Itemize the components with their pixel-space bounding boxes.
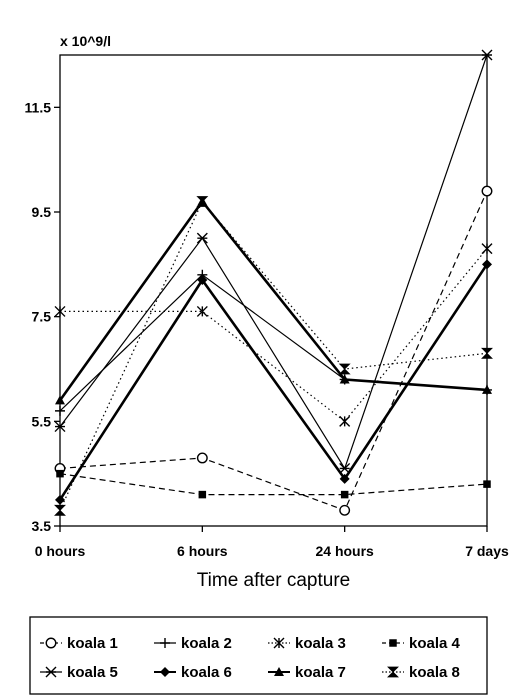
- series-line: [60, 248, 488, 422]
- legend-marker: [387, 666, 399, 678]
- legend-marker: [389, 639, 397, 647]
- x-tick-label: 24 hours: [315, 543, 374, 559]
- legend-label: koala 6: [181, 664, 232, 681]
- series-koala-1: [54, 185, 493, 516]
- data-point: [338, 363, 351, 375]
- legend-label: koala 5: [67, 664, 118, 681]
- legend-entries: koala 1 koala 2 koala 3 koala 4 koala 5 koala…: [40, 635, 461, 681]
- y-tick-label: 9.5: [32, 204, 52, 220]
- series-koala-7: [55, 196, 492, 405]
- y-tick-label: 3.5: [32, 518, 52, 534]
- data-point: [339, 473, 350, 484]
- data-point: [481, 243, 493, 255]
- legend-marker: [45, 666, 57, 678]
- series-koala-6: [55, 259, 492, 505]
- data-point: [54, 421, 66, 433]
- plot-area: [59, 54, 488, 527]
- legend-marker: [274, 667, 284, 676]
- series-layer: [54, 49, 493, 516]
- series-line: [59, 473, 488, 496]
- x-tick-label: 6 hours: [177, 543, 228, 559]
- data-point: [339, 374, 350, 384]
- data-point: [339, 415, 351, 427]
- legend-item: koala 1: [40, 635, 118, 652]
- legend-item: koala 3: [268, 635, 346, 652]
- x-axis: 0 hours 6 hours 24 hours 7 days: [35, 526, 509, 559]
- y-axis: 3.5 5.5 7.5 9.5 11.5: [25, 99, 60, 534]
- legend-marker: [273, 637, 285, 649]
- data-point: [481, 185, 493, 197]
- data-point: [55, 494, 65, 505]
- legend-label: koala 3: [295, 635, 346, 652]
- legend-marker: [160, 638, 170, 648]
- data-point: [198, 490, 207, 499]
- data-point: [197, 275, 208, 286]
- legend-item: koala 8: [382, 664, 460, 681]
- legend-item: koala 4: [382, 635, 461, 652]
- data-point: [196, 232, 208, 244]
- data-point: [56, 469, 64, 478]
- legend-label: koala 4: [409, 635, 461, 652]
- y-tick-label: 5.5: [32, 413, 52, 429]
- data-point: [196, 196, 209, 207]
- data-point: [196, 452, 208, 464]
- y-unit-label: x 10^9/l: [60, 33, 111, 49]
- data-point: [196, 305, 208, 317]
- legend-item: koala 6: [154, 664, 232, 681]
- legend: [29, 616, 488, 695]
- series-line: [58, 263, 489, 501]
- legend-label: koala 8: [409, 664, 460, 681]
- legend-marker: [160, 667, 170, 677]
- data-point: [340, 490, 349, 499]
- series-line: [59, 190, 488, 511]
- series-line: [58, 200, 488, 402]
- x-axis-title: Time after capture: [197, 570, 350, 591]
- series-koala-4: [56, 469, 491, 499]
- series-line: [59, 200, 488, 511]
- legend-item: koala 5: [40, 664, 118, 681]
- y-tick-label: 11.5: [25, 99, 52, 115]
- x-tick-label: 7 days: [465, 543, 509, 559]
- data-point: [54, 305, 66, 317]
- series-koala-8: [54, 196, 493, 516]
- series-koala-3: [54, 243, 493, 427]
- series-line: [59, 274, 488, 412]
- data-point: [482, 259, 492, 270]
- data-point: [482, 384, 492, 394]
- y-tick-label: 7.5: [32, 309, 52, 325]
- data-point: [55, 405, 65, 416]
- data-point: [481, 347, 493, 359]
- data-point: [483, 480, 491, 488]
- legend-marker: [45, 637, 57, 649]
- legend-item: koala 2: [154, 635, 232, 652]
- data-point: [55, 395, 65, 405]
- legend-item: koala 7: [268, 664, 346, 681]
- legend-label: koala 1: [67, 635, 118, 652]
- data-point: [481, 49, 493, 61]
- data-point: [339, 504, 351, 516]
- data-point: [54, 504, 66, 516]
- legend-label: koala 2: [181, 635, 232, 652]
- series-line: [59, 54, 488, 469]
- legend-label: koala 7: [295, 664, 346, 681]
- x-tick-label: 0 hours: [35, 543, 86, 559]
- series-koala-5: [54, 49, 493, 474]
